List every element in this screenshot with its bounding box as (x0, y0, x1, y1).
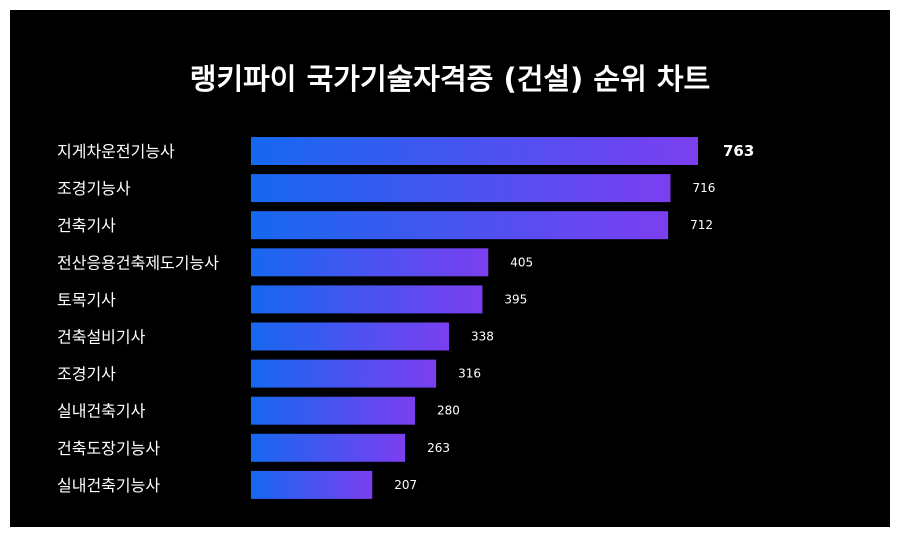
value-label: 316 (458, 367, 481, 381)
value-label: 405 (510, 255, 533, 269)
bar (251, 211, 669, 240)
value-label: 763 (723, 142, 754, 160)
bar (251, 433, 406, 462)
category-label: 실내건축기능사 (57, 476, 160, 495)
bar (251, 322, 450, 351)
bar (251, 359, 437, 388)
value-label: 207 (394, 478, 417, 492)
value-label: 338 (471, 330, 494, 344)
value-label: 280 (437, 404, 460, 418)
category-label: 조경기능사 (57, 179, 131, 198)
category-label: 지게차운전기능사 (57, 142, 175, 161)
category-label: 건축도장기능사 (57, 439, 160, 458)
category-label: 건축설비기사 (57, 328, 146, 347)
value-label: 263 (427, 441, 450, 455)
bar (251, 174, 671, 203)
value-label: 712 (690, 218, 713, 232)
bar (251, 137, 698, 165)
bar (251, 248, 489, 277)
category-label: 실내건축기사 (57, 402, 146, 421)
chart-title: 랭키파이 국가기술자격증 (건설) 순위 차트 (189, 62, 711, 96)
category-label: 건축기사 (57, 216, 116, 235)
bar (251, 470, 373, 499)
bar (251, 396, 416, 425)
value-label: 716 (692, 181, 715, 195)
category-label: 토목기사 (57, 290, 116, 309)
value-label: 395 (504, 292, 527, 306)
bar (251, 285, 483, 314)
category-label: 전산응용건축제도기능사 (57, 253, 219, 272)
category-label: 조경기사 (57, 365, 116, 384)
